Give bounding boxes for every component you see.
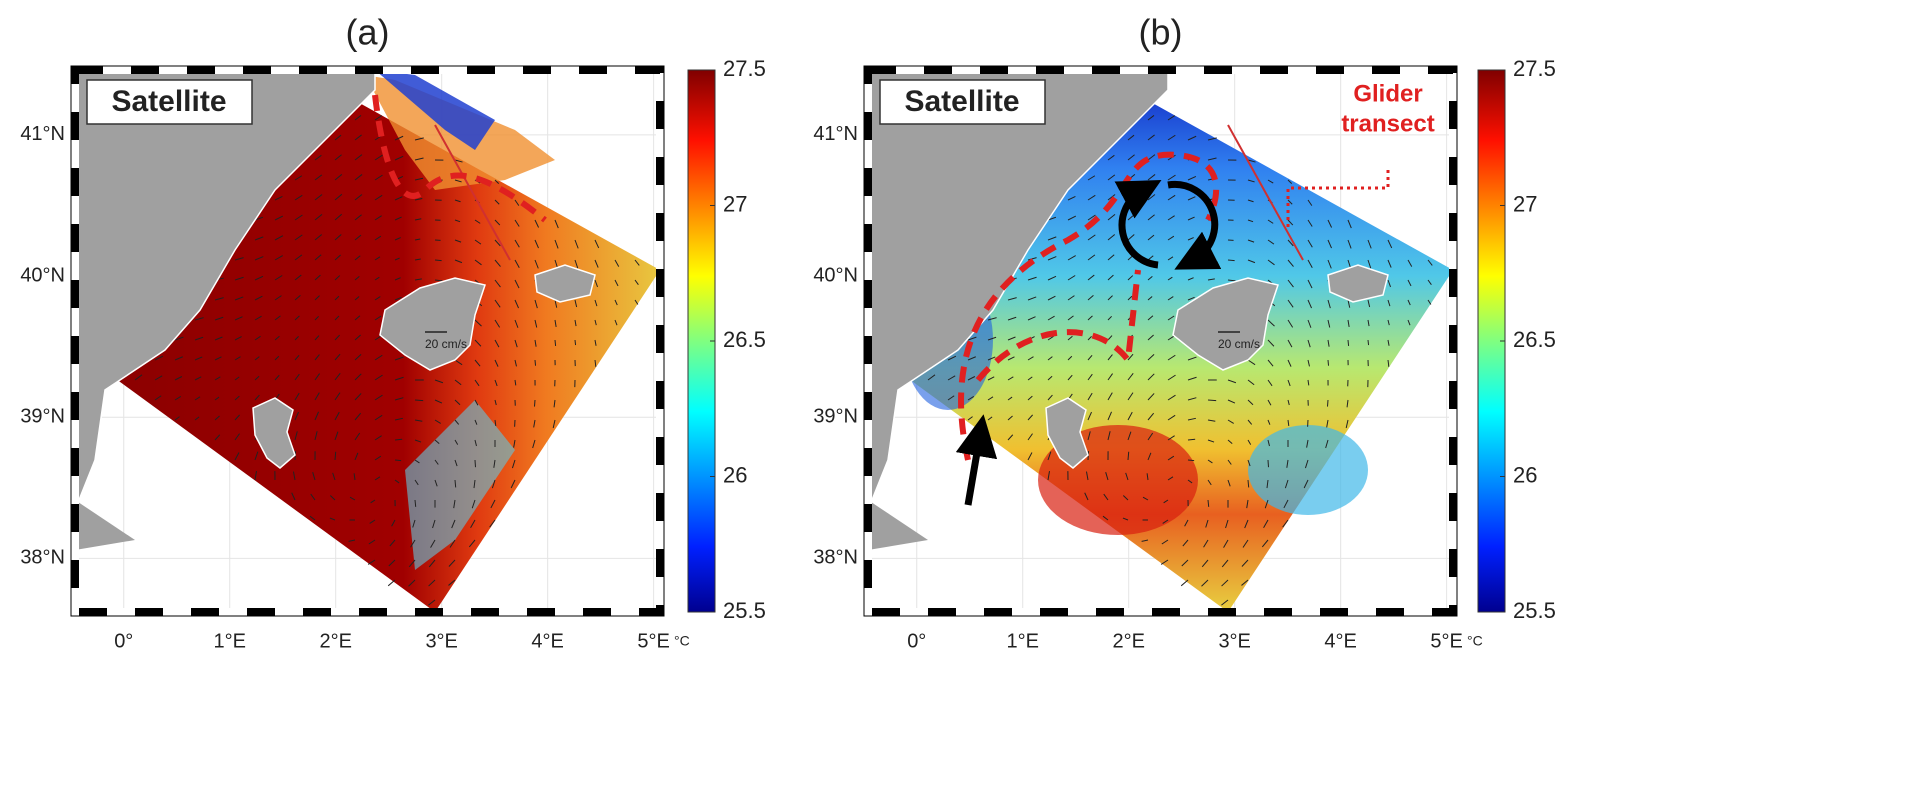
colorbar-tick-label: 27	[1513, 191, 1537, 216]
figure: 20 cm/s Satellite 0° 1°E 2°E 3°E 4°E 5°E 38°N 39°…	[0, 0, 1919, 804]
x-tick-label: 1°E	[213, 630, 245, 652]
sst-patch	[1248, 425, 1368, 515]
y-tick-label: 38°N	[20, 547, 65, 569]
x-tick-label: 4°E	[1324, 630, 1356, 652]
x-tick-label: 2°E	[319, 630, 351, 652]
colorbar-tick-label: 26	[723, 462, 747, 487]
y-tick-label: 40°N	[813, 264, 858, 286]
y-tick-label: 40°N	[20, 264, 65, 286]
colorbar-tick-label: 27.5	[1513, 56, 1556, 81]
x-tick-label: 3°E	[1218, 630, 1250, 652]
annotation: transect	[1341, 110, 1434, 137]
annotation: Glider	[1353, 80, 1422, 107]
scale-label: 20 cm/s	[1218, 337, 1260, 351]
colorbar-tick-label: 25.5	[723, 598, 766, 623]
y-tick-label: 39°N	[20, 406, 65, 428]
x-tick-label: 4°E	[531, 630, 563, 652]
colorbar-tick-label: 25.5	[1513, 598, 1556, 623]
current-vector	[415, 400, 423, 401]
y-tick-label: 41°N	[813, 123, 858, 145]
x-tick-label: 1°E	[1006, 630, 1038, 652]
current-vector	[1368, 340, 1369, 345]
panel-label: Satellite	[111, 85, 226, 118]
colorbar-tick-label: 26	[1513, 462, 1537, 487]
x-tick-label: 5°E	[637, 630, 669, 652]
panel: 20 cm/s Glider transect Satellite 0° 1°E 2°E 3°…	[813, 12, 1556, 653]
current-vector	[435, 260, 442, 261]
current-vector	[415, 500, 416, 507]
current-vector	[534, 400, 535, 407]
current-vector	[335, 452, 336, 460]
colorbar-tick-label: 26.5	[1513, 327, 1556, 352]
colorbar-unit: °C	[1467, 633, 1483, 649]
panel-title: (b)	[1139, 12, 1183, 53]
y-tick-label: 41°N	[20, 123, 65, 145]
colorbar-tick-label: 26.5	[723, 327, 766, 352]
current-vector	[1328, 360, 1329, 366]
colorbar-tick-label: 27	[723, 191, 747, 216]
current-vector	[1208, 400, 1216, 401]
current-vector	[1188, 460, 1194, 461]
y-tick-label: 39°N	[813, 406, 858, 428]
x-tick-label: 5°E	[1430, 630, 1462, 652]
x-tick-label: 2°E	[1112, 630, 1144, 652]
scale-label: 20 cm/s	[425, 337, 467, 351]
colorbar-unit: °C	[674, 633, 690, 649]
current-vector	[455, 480, 456, 487]
panel: 20 cm/s Satellite 0° 1°E 2°E 3°E 4°E 5°E 38°N 39°…	[20, 12, 766, 653]
current-vector	[1228, 260, 1235, 261]
colorbar-tick-label: 27.5	[723, 56, 766, 81]
current-vector	[575, 340, 576, 345]
x-tick-label: 0°	[114, 630, 133, 652]
current-vector	[1128, 452, 1129, 460]
panel-label: Satellite	[904, 85, 1019, 118]
current-vector	[1208, 500, 1209, 507]
current-vector	[1327, 400, 1328, 407]
panel-title: (a)	[346, 12, 390, 53]
current-vector	[395, 460, 401, 461]
y-tick-label: 38°N	[813, 547, 858, 569]
x-tick-label: 3°E	[425, 630, 457, 652]
current-vector	[555, 340, 556, 346]
x-tick-label: 0°	[907, 630, 926, 652]
current-vector	[1248, 480, 1249, 487]
current-vector	[1348, 340, 1349, 346]
current-vector	[535, 360, 536, 366]
page: 20 cm/s Satellite 0° 1°E 2°E 3°E 4°E 5°E 38°N 39°…	[0, 0, 1919, 804]
